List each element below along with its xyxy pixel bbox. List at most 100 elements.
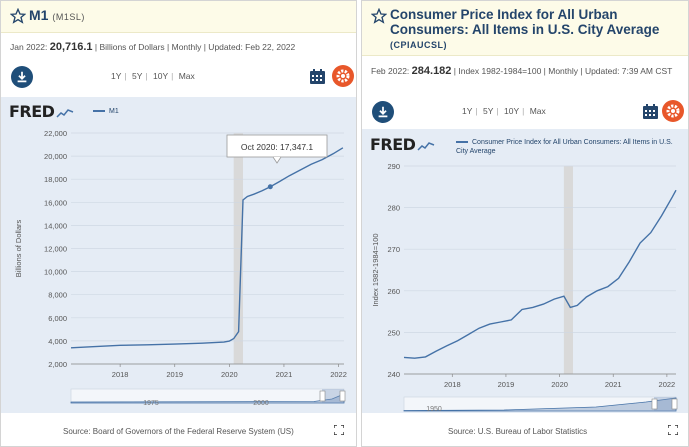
fred-logo: FRED [9, 102, 74, 121]
y-axis-label: Index 1982-1984=100 [371, 233, 380, 306]
x-tick-label: 2018 [444, 380, 461, 389]
range-1y[interactable]: 1Y [111, 71, 122, 81]
y-tick-label: 10,000 [44, 268, 67, 277]
range-5y[interactable]: 5Y [132, 71, 143, 81]
chart-area: FRED Consumer Price Index for All Urban … [362, 129, 688, 413]
recession-band [563, 166, 573, 374]
settings-button[interactable] [332, 65, 354, 87]
y-tick-label: 2,000 [48, 360, 67, 369]
y-tick-label: 14,000 [44, 221, 67, 230]
star-icon[interactable] [9, 7, 27, 24]
series-title-text: M1 [29, 7, 49, 23]
navigator-label: 1950 [426, 406, 442, 413]
meta-date: Jan 2022: [10, 42, 48, 52]
y-tick-label: 6,000 [48, 314, 67, 323]
download-button[interactable] [11, 66, 33, 88]
y-axis-label: Billions of Dollars [14, 219, 23, 277]
source-text: Source: Board of Governors of the Federa… [63, 427, 294, 436]
tooltip-text: Oct 2020: 17,347.1 [241, 142, 314, 152]
x-tick-label: 2019 [166, 370, 183, 379]
x-tick-label: 2022 [659, 380, 676, 389]
fred-logo: FRED [370, 135, 435, 154]
range-max[interactable]: Max [178, 71, 195, 81]
meta-units: | Index 1982-1984=100 | Monthly | Update… [453, 66, 673, 76]
title-row: M1 (M1SL) [1, 1, 356, 33]
y-tick-label: 4,000 [48, 337, 67, 346]
fullscreen-icon[interactable] [668, 425, 678, 435]
y-tick-label: 240 [387, 370, 400, 379]
x-tick-label: 2021 [605, 380, 622, 389]
navigator-window [322, 389, 344, 403]
cpi-chart[interactable]: 240 250 260 270 280 290 2018 2019 2020 2021 2022 In… [362, 129, 688, 413]
x-tick-label: 2018 [112, 370, 129, 379]
range-10y[interactable]: 10Y [504, 106, 520, 116]
series-meta: Jan 2022: 20,716.1 | Billions of Dollars… [10, 41, 295, 53]
y-tick-label: 12,000 [44, 245, 67, 254]
x-tick-label: 2020 [551, 380, 568, 389]
y-tick-label: 270 [387, 245, 400, 254]
series-meta: Feb 2022: 284.182 | Index 1982-1984=100 … [371, 65, 683, 77]
tooltip-pointer [272, 156, 282, 164]
navigator-handle-right [339, 390, 346, 402]
series-id: (CPIAUCSL) [390, 40, 447, 50]
series-title: M1 (M1SL) [29, 7, 85, 25]
fred-logo-text: FRED [9, 102, 55, 121]
navigator-window [654, 397, 676, 411]
meta-value: 284.182 [411, 65, 452, 77]
toolbar: 1Y | 5Y | 10Y | Max [1, 63, 356, 93]
range-10y[interactable]: 10Y [153, 71, 169, 81]
download-icon [17, 71, 27, 83]
fred-logo-text: FRED [370, 135, 416, 154]
x-tick-label: 2020 [221, 370, 238, 379]
range-selector: 1Y | 5Y | 10Y | Max [111, 71, 195, 81]
star-icon[interactable] [370, 7, 388, 24]
m1-chart[interactable]: 2,000 4,000 6,000 8,000 10,000 12,000 14,000 16… [1, 97, 356, 413]
range-max[interactable]: Max [529, 106, 546, 116]
range-1y[interactable]: 1Y [462, 106, 473, 116]
meta-units: | Billions of Dollars | Monthly | Update… [94, 42, 296, 52]
calendar-icon[interactable] [309, 68, 326, 85]
range-selector: 1Y | 5Y | 10Y | Max [462, 106, 546, 116]
range-5y[interactable]: 5Y [483, 106, 494, 116]
y-tick-label: 18,000 [44, 175, 67, 184]
navigator [70, 388, 345, 404]
gear-icon [666, 104, 680, 118]
navigator-label: 2000 [253, 400, 269, 407]
fred-chart-icon [417, 141, 435, 151]
y-tick-label: 8,000 [48, 291, 67, 300]
title-row: Consumer Price Index for All Urban Consu… [362, 1, 688, 56]
series-line [403, 189, 677, 359]
navigator-handle-left [319, 390, 326, 402]
series-id: (M1SL) [52, 12, 85, 22]
series-line [70, 147, 344, 349]
y-tick-label: 250 [387, 328, 400, 337]
x-tick-label: 2022 [330, 370, 347, 379]
y-tick-label: 280 [387, 204, 400, 213]
navigator-handle-right [671, 398, 678, 410]
settings-button[interactable] [662, 100, 684, 122]
y-tick-label: 22,000 [44, 129, 67, 138]
download-button[interactable] [372, 101, 394, 123]
toolbar: 1Y | 5Y | 10Y | Max [362, 98, 688, 128]
series-title-text: Consumer Price Index for All Urban Consu… [390, 7, 660, 37]
x-tick-label: 2019 [498, 380, 515, 389]
chart-legend: Consumer Price Index for All Urban Consu… [456, 138, 676, 156]
tooltip-marker [267, 184, 273, 190]
chart-legend: M1 [93, 108, 119, 115]
source-text: Source: U.S. Bureau of Labor Statistics [448, 427, 588, 436]
gear-icon [336, 69, 350, 83]
series-title: Consumer Price Index for All Urban Consu… [390, 7, 682, 53]
legend-label: M1 [109, 108, 119, 115]
fred-chart-icon [56, 108, 74, 118]
legend-swatch [456, 141, 468, 144]
cpi-panel: Consumer Price Index for All Urban Consu… [361, 0, 689, 447]
y-tick-label: 290 [387, 162, 400, 171]
y-tick-label: 260 [387, 287, 400, 296]
y-tick-label: 16,000 [44, 198, 67, 207]
meta-value: 20,716.1 [49, 41, 93, 53]
fullscreen-icon[interactable] [334, 425, 344, 435]
calendar-icon[interactable] [642, 103, 659, 120]
y-tick-label: 20,000 [44, 152, 67, 161]
navigator-handle-left [651, 398, 658, 410]
legend-swatch [93, 110, 105, 113]
